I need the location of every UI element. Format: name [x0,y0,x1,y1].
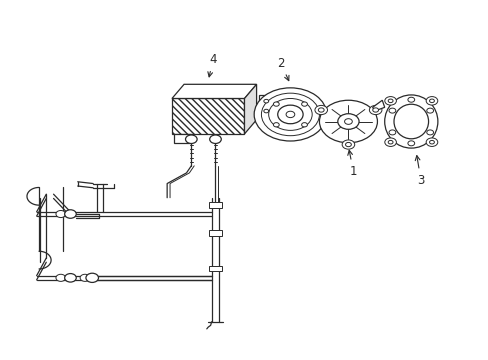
Circle shape [319,100,377,143]
Circle shape [344,119,351,124]
Circle shape [345,143,350,147]
Ellipse shape [384,95,437,148]
Circle shape [337,114,358,129]
Circle shape [407,141,414,146]
Circle shape [387,140,392,144]
Polygon shape [209,266,222,271]
Text: 4: 4 [207,53,216,77]
Circle shape [264,109,268,113]
Text: 2: 2 [276,57,288,81]
Polygon shape [172,84,256,99]
Circle shape [426,96,437,105]
Circle shape [301,123,307,127]
Polygon shape [209,230,222,236]
Polygon shape [244,84,256,134]
Circle shape [254,88,326,141]
Circle shape [86,273,98,283]
Circle shape [80,274,90,282]
Circle shape [428,140,433,144]
Text: 1: 1 [347,150,356,177]
Circle shape [388,108,395,113]
Circle shape [273,102,279,106]
Circle shape [407,97,414,102]
Circle shape [209,135,221,144]
Circle shape [368,105,381,114]
Circle shape [56,274,65,282]
Ellipse shape [393,104,427,139]
Text: 3: 3 [414,156,424,186]
Circle shape [428,99,433,103]
Circle shape [426,108,433,113]
Polygon shape [372,100,384,111]
Circle shape [388,130,395,135]
Circle shape [387,99,392,103]
Circle shape [277,105,303,124]
Circle shape [264,99,268,103]
Polygon shape [174,134,191,143]
Circle shape [64,274,76,282]
Circle shape [384,96,396,105]
Circle shape [268,99,311,130]
Circle shape [64,210,76,218]
Circle shape [426,138,437,147]
Circle shape [314,105,327,114]
Circle shape [426,130,433,135]
Circle shape [372,108,378,112]
Circle shape [278,105,302,123]
Circle shape [301,102,307,106]
Circle shape [56,211,65,217]
Circle shape [261,93,319,136]
Circle shape [273,123,279,127]
Circle shape [342,140,354,149]
Polygon shape [172,99,244,134]
Circle shape [285,111,294,118]
Polygon shape [259,95,273,120]
Circle shape [384,138,396,147]
Polygon shape [209,202,222,208]
Circle shape [185,135,197,144]
Circle shape [318,108,324,112]
